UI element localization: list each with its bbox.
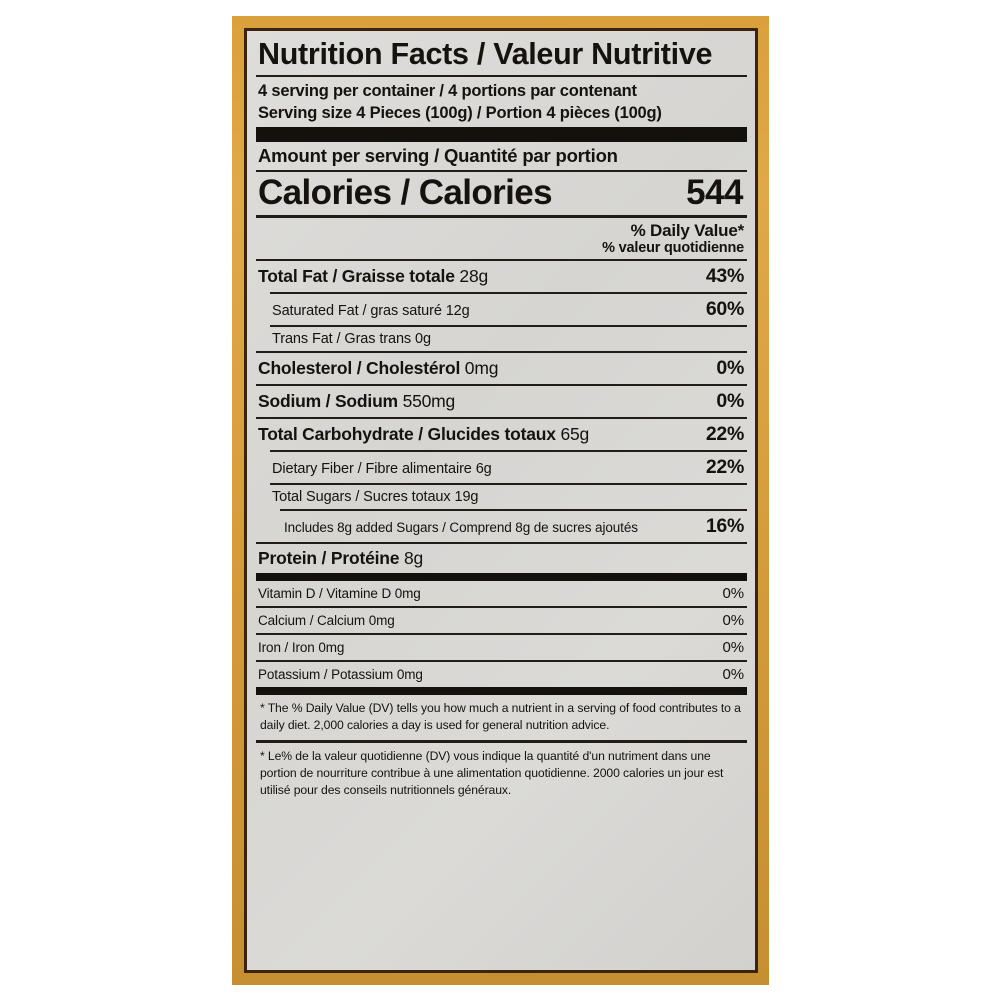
nutrient-amount: 6g [475, 461, 492, 478]
nutrient-row: Saturated Fat / gras saturé 12g 60% [256, 294, 747, 325]
row-divider [256, 351, 747, 354]
nutrient-percent: 43% [705, 265, 744, 288]
daily-value-header-fr: % valeur quotidienne [602, 240, 744, 257]
divider-under-calories [256, 215, 747, 219]
nutrient-amount: 0g [415, 331, 431, 348]
row-divider [270, 483, 747, 486]
micronutrient-row: Vitamin D / Vitamine D 0mg 0% [256, 581, 747, 606]
nutrient-row: Sodium / Sodium 550mg 0% [256, 386, 747, 417]
nutrient-name: Total Carbohydrate / Glucides totaux 65g [258, 424, 590, 445]
nutrient-name: Cholesterol / Cholestérol 0mg [258, 358, 499, 379]
nutrient-percent: 0% [716, 357, 744, 380]
calories-value: 544 [686, 173, 743, 213]
micronutrient-row: Iron / Iron 0mg 0% [256, 635, 747, 660]
footnote-english: * The % Daily Value (DV) tells you how m… [260, 701, 741, 733]
micronutrient-list: Vitamin D / Vitamine D 0mg 0% Calcium / Ca… [256, 581, 747, 687]
nutrient-percent: 22% [705, 456, 744, 479]
daily-value-header: % Daily Value* % valeur quotidienne [256, 218, 747, 259]
nutrient-name: Dietary Fiber / Fibre alimentaire 6g [272, 461, 492, 478]
row-divider [256, 417, 747, 420]
nutrient-amount: 8g [403, 548, 424, 569]
nutrient-name: Total Fat / Graisse totale 28g [258, 266, 489, 287]
nutrient-row: Total Fat / Graisse totale 28g 43% [256, 261, 747, 292]
divider-under-title [256, 74, 747, 77]
nutrient-percent: 60% [705, 298, 744, 321]
nutrient-row: Cholesterol / Cholestérol 0mg 0% [256, 353, 747, 384]
footnote-french: * Le% de la valeur quotidienne (DV) vous… [260, 749, 724, 797]
micronutrient-percent: 0% [722, 585, 745, 603]
page-title: Nutrition Facts / Valeur Nutritive [258, 37, 713, 71]
nutrient-amount: 0mg [464, 358, 499, 379]
micronutrient-name: Calcium / Calcium 0mg [258, 613, 395, 629]
servings-per-container: 4 serving per container / 4 portions par… [258, 81, 637, 100]
nutrition-label-border: Nutrition Facts / Valeur Nutritive 4 ser… [244, 28, 758, 973]
divider-thick-micronutrients [256, 573, 747, 582]
nutrient-name: Trans Fat / Gras trans 0g [272, 331, 431, 348]
nutrient-row: Total Sugars / Sucres totaux 19g [256, 485, 747, 509]
nutrient-percent: 16% [705, 515, 744, 538]
micronutrient-row: Calcium / Calcium 0mg 0% [256, 608, 747, 633]
divider-above-calories [256, 170, 747, 173]
nutrient-amount: 28g [459, 266, 489, 287]
micronutrient-row: Potassium / Potassium 0mg 0% [256, 662, 747, 687]
row-divider [270, 325, 747, 328]
nutrient-name: Saturated Fat / gras saturé 12g [272, 303, 470, 320]
nutrient-row: Includes 8g added Sugars / Comprend 8g d… [256, 511, 747, 542]
micronutrient-name: Vitamin D / Vitamine D 0mg [258, 586, 421, 602]
nutrient-name: Sodium / Sodium 550mg [258, 391, 456, 412]
calories-row: Calories / Calories 544 [256, 172, 747, 215]
divider-between-footnotes [256, 740, 747, 744]
nutrient-row: Protein / Protéine 8g [256, 544, 747, 573]
micronutrient-percent: 0% [722, 639, 745, 657]
micronutrient-name: Iron / Iron 0mg [258, 640, 345, 656]
nutrient-amount: 550mg [402, 391, 456, 412]
row-divider [280, 509, 747, 512]
divider-thick-top [256, 127, 747, 143]
row-divider [256, 606, 747, 609]
daily-value-header-en: % Daily Value* [630, 221, 745, 241]
nutrient-amount: 65g [560, 424, 590, 445]
nutrient-row: Total Carbohydrate / Glucides totaux 65g… [256, 419, 747, 450]
nutrient-amount: 12g [445, 303, 470, 320]
nutrition-facts-panel: Nutrition Facts / Valeur Nutritive 4 ser… [247, 31, 755, 970]
nutrient-amount: 19g [454, 489, 479, 506]
row-divider [256, 633, 747, 636]
nutrient-list: Total Fat / Graisse totale 28g 43% Saturat… [256, 261, 747, 573]
divider-thick-footnotes [256, 687, 747, 696]
nutrient-percent: 22% [705, 423, 744, 446]
amount-per-serving: Amount per serving / Quantité par portio… [258, 145, 618, 167]
nutrient-percent: 0% [716, 390, 744, 413]
micronutrient-percent: 0% [722, 666, 745, 684]
divider-above-nutrients [256, 259, 747, 262]
row-divider [256, 660, 747, 663]
row-divider [270, 292, 747, 295]
row-divider [256, 384, 747, 387]
row-divider [270, 450, 747, 453]
nutrient-name: Includes 8g added Sugars / Comprend 8g d… [284, 520, 638, 536]
micronutrient-name: Potassium / Potassium 0mg [258, 667, 423, 683]
calories-label: Calories / Calories [258, 173, 553, 213]
micronutrient-percent: 0% [722, 612, 745, 630]
nutrient-name: Total Sugars / Sucres totaux 19g [272, 489, 479, 506]
nutrient-name: Protein / Protéine 8g [258, 548, 424, 569]
serving-size: Serving size 4 Pieces (100g) / Portion 4… [258, 104, 662, 123]
row-divider [256, 542, 747, 545]
nutrient-row: Trans Fat / Gras trans 0g [256, 327, 747, 351]
nutrition-label-frame: Nutrition Facts / Valeur Nutritive 4 ser… [232, 16, 769, 985]
nutrient-row: Dietary Fiber / Fibre alimentaire 6g 22% [256, 452, 747, 483]
